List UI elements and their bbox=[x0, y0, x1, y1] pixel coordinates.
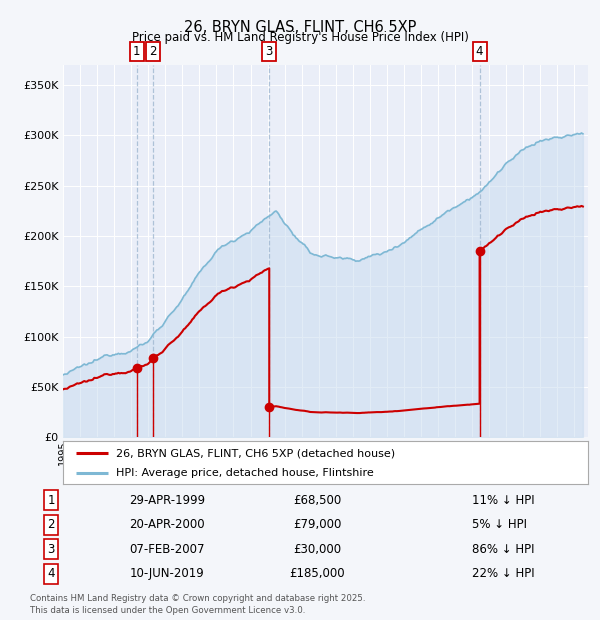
Text: 5% ↓ HPI: 5% ↓ HPI bbox=[472, 518, 527, 531]
Text: 1: 1 bbox=[133, 45, 140, 58]
Text: 11% ↓ HPI: 11% ↓ HPI bbox=[472, 494, 534, 507]
Text: 29-APR-1999: 29-APR-1999 bbox=[130, 494, 205, 507]
Text: 2: 2 bbox=[47, 518, 55, 531]
Text: 3: 3 bbox=[47, 542, 55, 556]
Text: £79,000: £79,000 bbox=[293, 518, 341, 531]
Text: 20-APR-2000: 20-APR-2000 bbox=[130, 518, 205, 531]
Text: 4: 4 bbox=[47, 567, 55, 580]
Text: 2: 2 bbox=[149, 45, 157, 58]
Text: £68,500: £68,500 bbox=[293, 494, 341, 507]
Text: 10-JUN-2019: 10-JUN-2019 bbox=[130, 567, 204, 580]
Text: 26, BRYN GLAS, FLINT, CH6 5XP: 26, BRYN GLAS, FLINT, CH6 5XP bbox=[184, 20, 416, 35]
Text: 4: 4 bbox=[476, 45, 484, 58]
Text: 26, BRYN GLAS, FLINT, CH6 5XP (detached house): 26, BRYN GLAS, FLINT, CH6 5XP (detached … bbox=[115, 448, 395, 458]
Text: 07-FEB-2007: 07-FEB-2007 bbox=[130, 542, 205, 556]
Text: Contains HM Land Registry data © Crown copyright and database right 2025.
This d: Contains HM Land Registry data © Crown c… bbox=[30, 593, 365, 615]
Text: £30,000: £30,000 bbox=[293, 542, 341, 556]
Text: 1: 1 bbox=[47, 494, 55, 507]
Text: 3: 3 bbox=[266, 45, 273, 58]
Text: 86% ↓ HPI: 86% ↓ HPI bbox=[472, 542, 534, 556]
Text: HPI: Average price, detached house, Flintshire: HPI: Average price, detached house, Flin… bbox=[115, 468, 373, 478]
Text: 22% ↓ HPI: 22% ↓ HPI bbox=[472, 567, 534, 580]
Text: Price paid vs. HM Land Registry's House Price Index (HPI): Price paid vs. HM Land Registry's House … bbox=[131, 31, 469, 44]
Text: £185,000: £185,000 bbox=[289, 567, 345, 580]
